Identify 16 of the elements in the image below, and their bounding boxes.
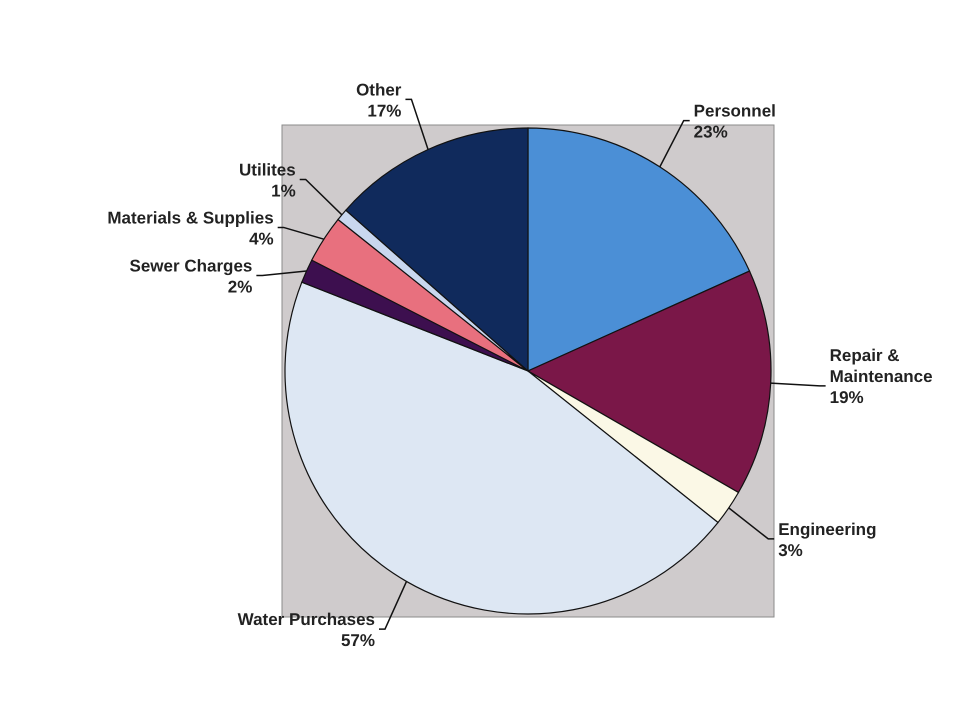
- slice-label: Repair & Maintenance: [830, 346, 933, 386]
- slice-label: Engineering: [778, 520, 876, 539]
- data-label: 4%: [249, 229, 274, 248]
- data-label: 3%: [778, 540, 803, 560]
- slice-label: Personnel: [694, 102, 776, 121]
- data-label: 2%: [228, 277, 252, 296]
- data-label: 17%: [367, 101, 402, 120]
- slice-label: Water Purchases: [238, 610, 375, 630]
- data-label: 1%: [271, 181, 296, 200]
- slice-label: Materials & Supplies: [107, 208, 274, 228]
- data-label: 23%: [694, 122, 728, 142]
- data-label: 19%: [830, 388, 864, 407]
- data-label: 57%: [340, 631, 375, 650]
- slice-label: Sewer Charges: [130, 256, 252, 276]
- slice-label: Other: [356, 80, 402, 100]
- slice-label: Utilites: [239, 160, 296, 180]
